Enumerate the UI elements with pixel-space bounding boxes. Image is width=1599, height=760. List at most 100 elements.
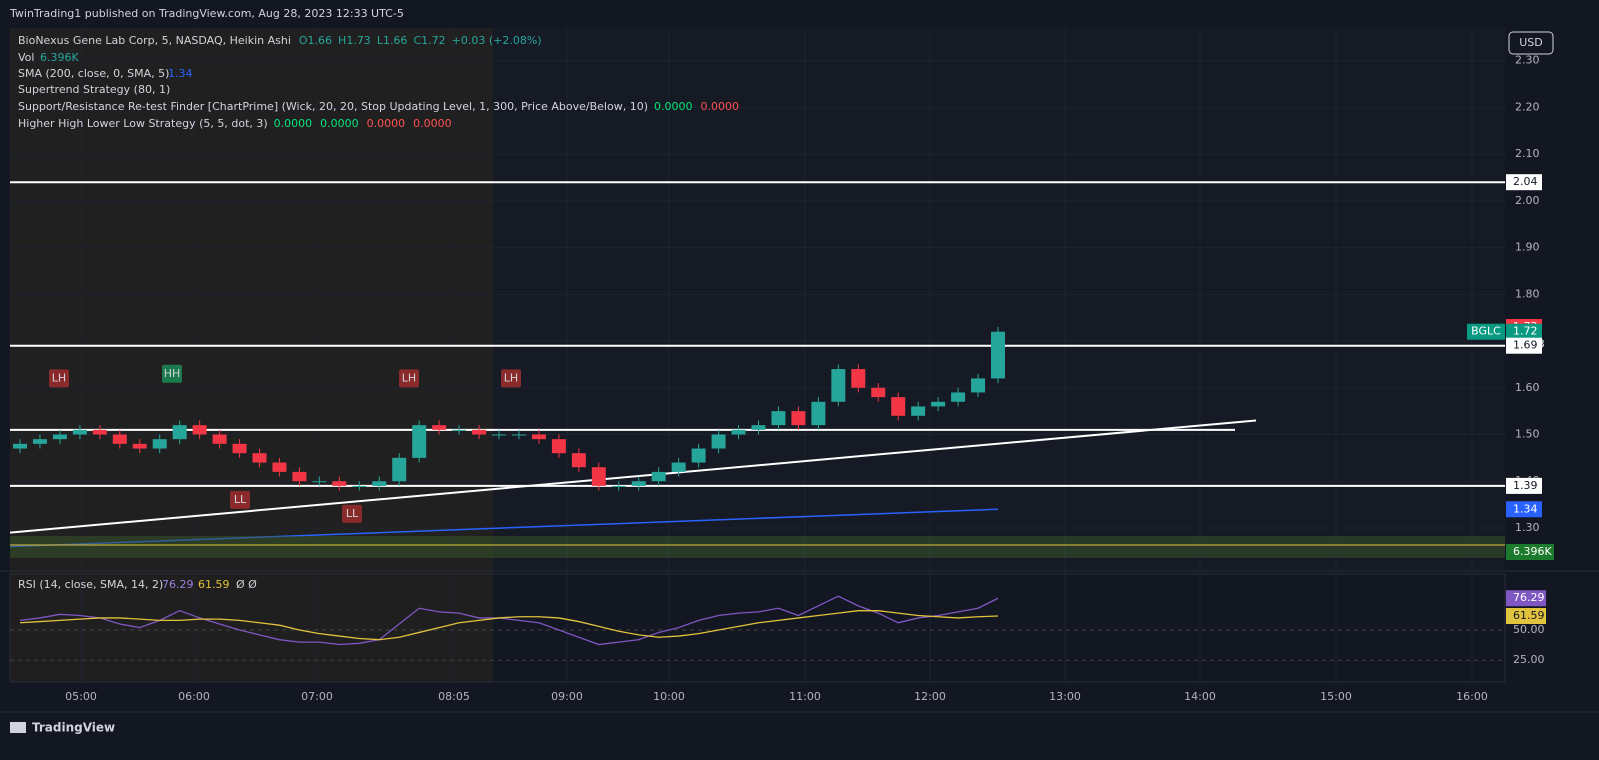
legend-value: 0.0000 (367, 117, 406, 130)
marker-label: LH (402, 371, 416, 384)
legend-value: 0.0000 (701, 100, 740, 113)
legend-hhll: Higher High Lower Low Strategy (5, 5, do… (18, 117, 268, 130)
y-tick-label: 2.30 (1515, 54, 1540, 67)
marker-box (399, 369, 419, 388)
marker-box (230, 490, 250, 509)
volume-label-box (1506, 544, 1554, 560)
candle-body (831, 369, 846, 402)
candle-body (212, 434, 227, 444)
candle-body (931, 401, 946, 407)
y-tick-label: 1.60 (1515, 381, 1540, 394)
brand-logo (10, 722, 26, 733)
candle-body (971, 378, 986, 393)
candle-body (132, 443, 147, 449)
x-tick-label: 09:00 (551, 690, 583, 703)
candle-body (591, 467, 606, 486)
volume-zone (10, 536, 1505, 558)
candle-body (551, 439, 566, 454)
legend-vol-value: 6.396K (40, 51, 79, 64)
legend-value: H1.73 (338, 34, 371, 47)
rsi-title: RSI (14, close, SMA, 14, 2) (18, 578, 163, 591)
marker-label: LL (346, 507, 359, 520)
candle-body (452, 429, 467, 431)
price-label: 1.34 (1513, 502, 1538, 515)
candle-body (272, 462, 287, 472)
marker-label: HH (164, 367, 181, 380)
marker-label: LL (234, 493, 247, 506)
legend-value: L1.66 (377, 34, 408, 47)
x-tick-label: 05:00 (65, 690, 97, 703)
x-tick-label: 07:00 (301, 690, 333, 703)
candle-body (112, 434, 127, 444)
y-tick-label: 1.50 (1515, 428, 1540, 441)
x-tick-label: 13:00 (1049, 690, 1081, 703)
brand[interactable]: TradingView (32, 721, 115, 735)
legend-sma: SMA (200, close, 0, SMA, 5) (18, 67, 169, 80)
legend-value: 0.0000 (320, 117, 359, 130)
candle-body (232, 443, 247, 454)
candle-body (791, 411, 806, 426)
price-tag-box (1467, 323, 1505, 340)
candle-body (352, 485, 367, 487)
currency-button[interactable] (1508, 31, 1554, 55)
price-label-box (1506, 337, 1542, 354)
legend-value: C1.72 (413, 34, 445, 47)
y-tick-label: 2.00 (1515, 194, 1540, 207)
candle-body (192, 425, 207, 435)
candle-body (52, 434, 67, 440)
legend-symbol: BioNexus Gene Lab Corp, 5, NASDAQ, Heiki… (18, 34, 291, 47)
candle-body (651, 471, 666, 482)
x-tick-label: 15:00 (1320, 690, 1352, 703)
candle-body (611, 485, 626, 487)
y-tick-label: 1.30 (1515, 521, 1540, 534)
y-tick-label: 2.10 (1515, 147, 1540, 160)
candle-body (432, 425, 447, 430)
candle-body (951, 392, 966, 402)
legend: BioNexus Gene Lab Corp, 5, NASDAQ, Heiki… (18, 34, 739, 591)
candle-body (472, 429, 487, 435)
candle-body (911, 406, 926, 416)
candle-body (152, 439, 167, 449)
candle-body (252, 453, 267, 463)
candle-body (571, 453, 586, 468)
candle-body (531, 434, 546, 440)
trendline (9, 419, 1257, 534)
marker-label: LH (504, 371, 518, 384)
x-tick-label: 08:05 (438, 690, 470, 703)
candle-body (691, 448, 706, 463)
legend-value: +0.03 (+2.08%) (452, 34, 542, 47)
candle-body (751, 425, 766, 430)
legend-srf: Support/Resistance Re-test Finder [Chart… (18, 100, 648, 113)
candle-body (711, 434, 726, 449)
candle-body (671, 462, 686, 472)
rsi-sma-value: 61.59 (198, 578, 230, 591)
candle-body (771, 411, 786, 426)
candle-body (292, 471, 307, 482)
legend-value: 0.0000 (654, 100, 693, 113)
rsi-value: 76.29 (162, 578, 194, 591)
legend-value: O1.66 (299, 34, 332, 47)
candle-body (32, 439, 47, 444)
candle-body (392, 457, 407, 482)
price-label: 2.04 (1513, 175, 1538, 188)
legend-value: 0.0000 (413, 117, 452, 130)
rsi-tick-label: 50.00 (1513, 623, 1545, 636)
legend-value: 0.0000 (274, 117, 313, 130)
price-label-box (1506, 477, 1542, 494)
candle-body (991, 331, 1005, 379)
rsi-label-box (1506, 590, 1546, 607)
publisher: TwinTrading1 published on TradingView.co… (9, 7, 404, 20)
x-tick-label: 14:00 (1184, 690, 1216, 703)
candle-body (492, 434, 507, 436)
rsi-label: 76.29 (1513, 591, 1545, 604)
currency[interactable]: USD (1519, 36, 1543, 49)
volume-label: 6.396K (1513, 545, 1552, 558)
candle-body (312, 481, 327, 483)
candle-body (332, 481, 347, 486)
marker-box (501, 369, 521, 388)
candle-body (511, 434, 526, 436)
rsi-label-box (1506, 608, 1546, 625)
candle-body (891, 397, 906, 416)
candle-body (811, 401, 826, 426)
